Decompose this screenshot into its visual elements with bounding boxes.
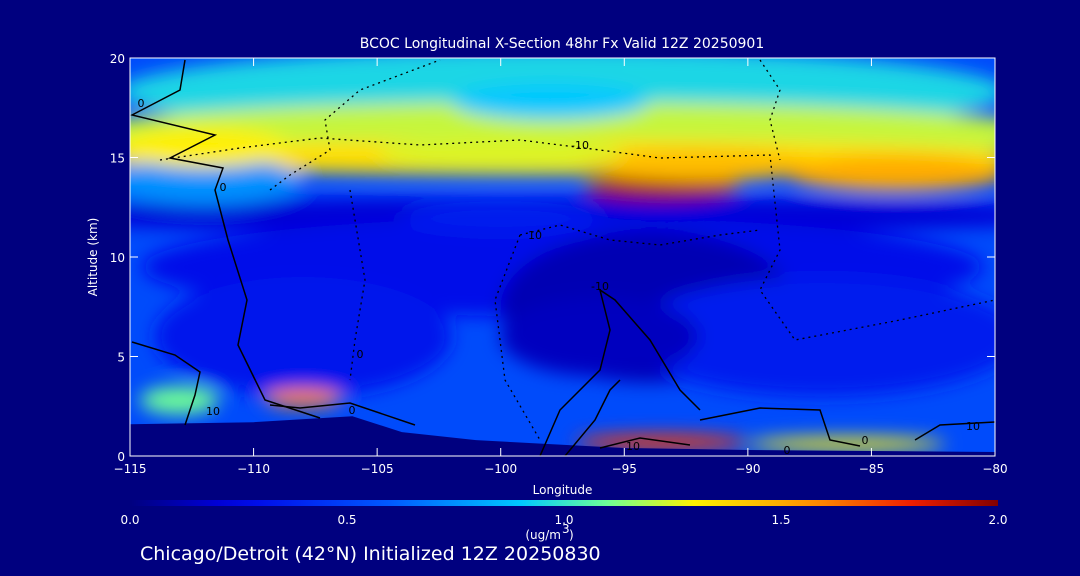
colorbar-tick-label-2: 1.0 <box>554 513 573 527</box>
contour-dotted-3 <box>494 234 541 441</box>
colorbar-units: (ug/m <box>525 528 561 542</box>
contour-label-6: 10 <box>966 420 980 433</box>
concentration-blob-4 <box>377 137 625 170</box>
concentration-blob-7 <box>139 386 219 415</box>
x-tick-label-6: −85 <box>859 462 884 476</box>
x-tick-label-7: −80 <box>982 462 1007 476</box>
y-tick-label-1: 5 <box>117 351 125 365</box>
concentration-blob-3 <box>130 127 291 168</box>
y-tick-label-0: 0 <box>117 450 125 464</box>
concentration-blobs <box>130 58 995 452</box>
contour-label-8: 10 <box>626 440 640 453</box>
contour-label-2: 0 <box>349 404 356 417</box>
y-tick-label-2: 10 <box>110 251 125 265</box>
x-tick-label-4: −95 <box>612 462 637 476</box>
x-tick-label-2: −105 <box>361 462 394 476</box>
contour-label-5: 0 <box>862 434 869 447</box>
contour-label-9: 10 <box>528 229 542 242</box>
colorbar-tick-label-4: 2.0 <box>988 513 1007 527</box>
heatmap-field: 0 0 0 0 0 0 10 10 10 10 -10 -10 <box>130 58 995 457</box>
western-cyan-band <box>130 157 303 206</box>
colorbar-tick-label-0: 0.0 <box>120 513 139 527</box>
concentration-blob-8 <box>574 434 748 451</box>
concentration-blob-6 <box>263 389 343 408</box>
contour-dotted-4 <box>759 59 781 161</box>
contour-label-7: 10 <box>206 405 220 418</box>
colorbar-tick-label-3: 1.5 <box>771 513 790 527</box>
contour-solid-7 <box>599 437 691 449</box>
contour-dotted-1 <box>349 189 366 381</box>
x-tick-label-5: −90 <box>735 462 760 476</box>
concentration-blob-5 <box>451 83 649 120</box>
colorbar-units-superscript: 3 <box>562 522 570 536</box>
chart-title: BCOC Longitudinal X-Section 48hr Fx Vali… <box>359 36 765 52</box>
terrain-mask <box>130 416 995 456</box>
contour-solid-1 <box>131 341 201 426</box>
contour-label-0: 0 <box>138 97 145 110</box>
western-mid <box>154 276 452 397</box>
contour-dotted-5 <box>269 59 441 191</box>
contour-label-10: -10 <box>591 280 609 293</box>
contour-solid-6 <box>914 421 995 441</box>
bottom-caption: Chicago/Detroit (42°N) Initialized 12Z 2… <box>140 543 601 565</box>
contour-solid-4 <box>564 379 621 456</box>
x-axis-label: Longitude <box>533 483 593 497</box>
x-tick-label-1: −110 <box>237 462 270 476</box>
concentration-blob-10 <box>401 201 600 234</box>
y-axis-label: Altitude (km) <box>86 218 100 297</box>
concentration-blob-2 <box>784 155 995 192</box>
contour-label-1: 0 <box>220 181 227 194</box>
contour-solid-2 <box>269 402 416 426</box>
x-tick-label-3: −100 <box>484 462 517 476</box>
concentration-blob-11 <box>500 296 699 377</box>
x-tick-label-0: −115 <box>114 462 147 476</box>
contour-solid-3 <box>539 288 701 456</box>
contour-lines <box>130 59 995 456</box>
colorbar-units-close: ) <box>569 528 574 542</box>
y-tick-label-3: 15 <box>110 152 125 166</box>
contour-dotted-2 <box>519 224 761 246</box>
contour-label-4: 0 <box>784 444 791 457</box>
contour-label-11: -10 <box>571 139 589 152</box>
contour-solid-0 <box>130 59 321 419</box>
colorbar <box>130 500 998 506</box>
colorbar-tick-label-1: 0.5 <box>337 513 356 527</box>
y-tick-label-4: 20 <box>110 52 125 66</box>
concentration-blob-1 <box>579 149 818 182</box>
contour-solid-5 <box>699 407 861 447</box>
contour-label-3: 0 <box>357 348 364 361</box>
